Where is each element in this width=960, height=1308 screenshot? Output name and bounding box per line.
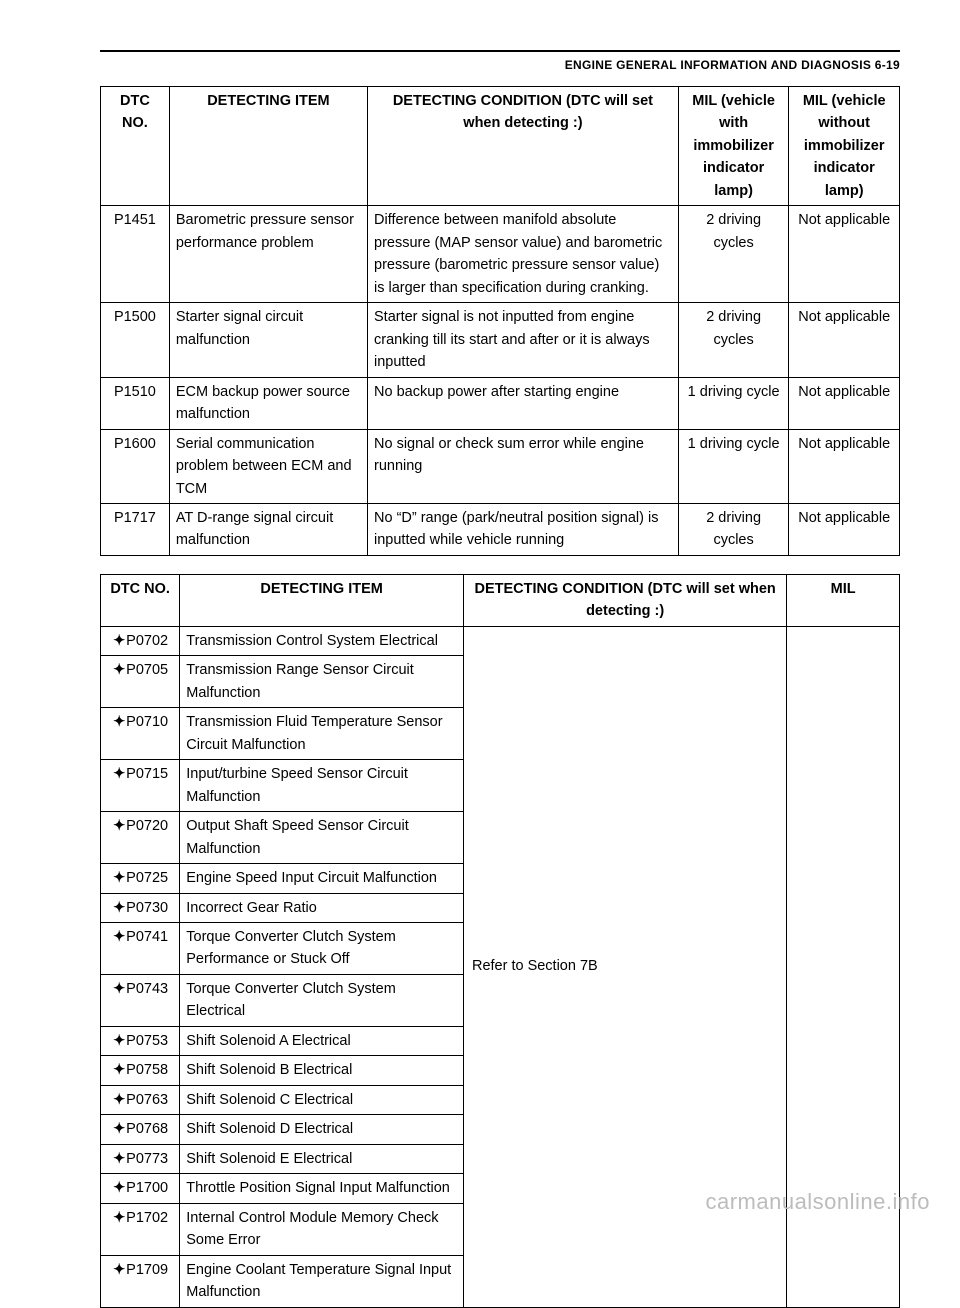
t2-item: Transmission Range Sensor Circuit Malfun… [180, 656, 464, 708]
t2-item: Shift Solenoid C Electrical [180, 1085, 464, 1114]
t1-mil2: Not applicable [789, 429, 900, 503]
t1-item: Serial communication problem between ECM… [169, 429, 367, 503]
star-icon: ✦ [112, 711, 126, 733]
t2-dtc: ✦P0702 [101, 626, 180, 655]
t2-item: Transmission Control System Electrical [180, 626, 464, 655]
t1-item: ECM backup power source malfunction [169, 377, 367, 429]
star-icon: ✦ [112, 897, 126, 919]
t2-item: Torque Converter Clutch System Electrica… [180, 974, 464, 1026]
t2-h-item: DETECTING ITEM [180, 574, 464, 626]
t1-h-mil1: MIL (vehicle with immobilizer indicator … [678, 87, 789, 206]
t1-dtc: P1451 [101, 206, 170, 303]
t1-cond: Difference between manifold absolute pre… [368, 206, 679, 303]
t2-item: Output Shaft Speed Sensor Circuit Malfun… [180, 812, 464, 864]
t1-dtc: P1500 [101, 303, 170, 377]
t2-item: Engine Coolant Temperature Signal Input … [180, 1255, 464, 1307]
t1-item: Starter signal circuit malfunction [169, 303, 367, 377]
star-icon: ✦ [112, 815, 126, 837]
table-row: P1510ECM backup power source malfunction… [101, 377, 900, 429]
t1-mil1: 1 driving cycle [678, 377, 789, 429]
t2-dtc: ✦P0730 [101, 893, 180, 922]
t1-mil2: Not applicable [789, 303, 900, 377]
t2-h-dtc: DTC NO. [101, 574, 180, 626]
t2-dtc: ✦P0710 [101, 708, 180, 760]
t2-dtc: ✦P0763 [101, 1085, 180, 1114]
t1-item: Barometric pressure sensor performance p… [169, 206, 367, 303]
t1-h-cond: DETECTING CONDITION (DTC will set when d… [368, 87, 679, 206]
t2-item: Torque Converter Clutch System Performan… [180, 923, 464, 975]
t1-dtc: P1600 [101, 429, 170, 503]
table-row: P1717AT D-range signal circuit malfuncti… [101, 503, 900, 555]
t2-item: Shift Solenoid B Electrical [180, 1056, 464, 1085]
t2-dtc: ✦P0753 [101, 1026, 180, 1055]
t1-mil2: Not applicable [789, 503, 900, 555]
header-rule [100, 50, 900, 52]
star-icon: ✦ [112, 978, 126, 1000]
t1-cond: Starter signal is not inputted from engi… [368, 303, 679, 377]
star-icon: ✦ [112, 630, 126, 652]
t1-h-mil2: MIL (vehicle without immobilizer indicat… [789, 87, 900, 206]
document-page: ENGINE GENERAL INFORMATION AND DIAGNOSIS… [0, 0, 960, 1235]
t2-dtc: ✦P0715 [101, 760, 180, 812]
table-row: P1600Serial communication problem betwee… [101, 429, 900, 503]
t1-mil2: Not applicable [789, 377, 900, 429]
star-icon: ✦ [112, 926, 126, 948]
table-row: P1500Starter signal circuit malfunctionS… [101, 303, 900, 377]
star-icon: ✦ [112, 1059, 126, 1081]
t1-item: AT D-range signal circuit malfunction [169, 503, 367, 555]
t1-cond: No backup power after starting engine [368, 377, 679, 429]
t1-mil1: 2 driving cycles [678, 503, 789, 555]
t1-mil1: 2 driving cycles [678, 303, 789, 377]
star-icon: ✦ [112, 1089, 126, 1111]
t1-dtc: P1510 [101, 377, 170, 429]
t2-dtc: ✦P0705 [101, 656, 180, 708]
dtc-table-1: DTC NO. DETECTING ITEM DETECTING CONDITI… [100, 86, 900, 556]
t2-item: Transmission Fluid Temperature Sensor Ci… [180, 708, 464, 760]
t2-dtc: ✦P0720 [101, 812, 180, 864]
star-icon: ✦ [112, 1207, 126, 1229]
table-row: ✦P0702Transmission Control System Electr… [101, 626, 900, 655]
star-icon: ✦ [112, 867, 126, 889]
t2-h-cond: DETECTING CONDITION (DTC will set when d… [463, 574, 786, 626]
t2-item: Shift Solenoid D Electrical [180, 1115, 464, 1144]
t1-h-dtc: DTC NO. [101, 87, 170, 206]
t2-item: Throttle Position Signal Input Malfuncti… [180, 1174, 464, 1203]
t1-mil1: 1 driving cycle [678, 429, 789, 503]
t2-item: Input/turbine Speed Sensor Circuit Malfu… [180, 760, 464, 812]
star-icon: ✦ [112, 1177, 126, 1199]
t2-dtc: ✦P1700 [101, 1174, 180, 1203]
page-header: ENGINE GENERAL INFORMATION AND DIAGNOSIS… [100, 58, 900, 72]
t2-dtc: ✦P0725 [101, 864, 180, 893]
t2-item: Incorrect Gear Ratio [180, 893, 464, 922]
t2-dtc: ✦P0741 [101, 923, 180, 975]
t2-dtc: ✦P0768 [101, 1115, 180, 1144]
watermark: carmanualsonline.info [705, 1189, 930, 1215]
t2-dtc: ✦P1709 [101, 1255, 180, 1307]
star-icon: ✦ [112, 1148, 126, 1170]
t2-dtc: ✦P0743 [101, 974, 180, 1026]
star-icon: ✦ [112, 1259, 126, 1281]
t1-mil1: 2 driving cycles [678, 206, 789, 303]
t2-dtc: ✦P0758 [101, 1056, 180, 1085]
t2-dtc: ✦P1702 [101, 1203, 180, 1255]
t1-mil2: Not applicable [789, 206, 900, 303]
t2-dtc: ✦P0773 [101, 1144, 180, 1173]
star-icon: ✦ [112, 659, 126, 681]
t2-item: Shift Solenoid E Electrical [180, 1144, 464, 1173]
star-icon: ✦ [112, 1118, 126, 1140]
table-row: P1451Barometric pressure sensor performa… [101, 206, 900, 303]
t2-h-mil: MIL [787, 574, 900, 626]
t1-cond: No “D” range (park/neutral position sign… [368, 503, 679, 555]
star-icon: ✦ [112, 763, 126, 785]
star-icon: ✦ [112, 1030, 126, 1052]
t2-item: Shift Solenoid A Electrical [180, 1026, 464, 1055]
t2-item: Engine Speed Input Circuit Malfunction [180, 864, 464, 893]
t1-dtc: P1717 [101, 503, 170, 555]
t1-h-item: DETECTING ITEM [169, 87, 367, 206]
t1-cond: No signal or check sum error while engin… [368, 429, 679, 503]
t1-body: P1451Barometric pressure sensor performa… [101, 206, 900, 556]
t2-item: Internal Control Module Memory Check Som… [180, 1203, 464, 1255]
